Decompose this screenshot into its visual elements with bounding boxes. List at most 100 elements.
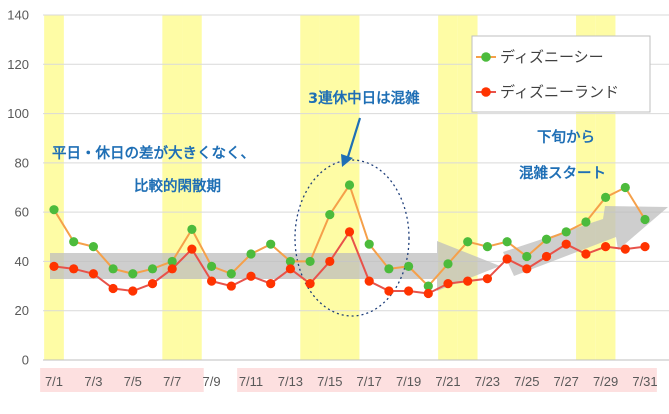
late-note-1: 下旬から (537, 128, 595, 146)
series-1-point-7-7 (167, 264, 177, 274)
series-1-point-7-1 (49, 261, 59, 271)
weekend-band-7-14 (300, 15, 320, 360)
series-1-point-7-21 (443, 279, 453, 289)
period-note-2: 比較的閑散期 (134, 177, 221, 195)
series-1-point-7-23 (482, 274, 492, 284)
legend-label-land: ディズニーランド (500, 83, 619, 101)
x-tick-label: 7/15 (317, 374, 342, 389)
x-tick-label: 7/5 (124, 374, 142, 389)
x-tick-label: 7/1 (45, 374, 63, 389)
x-tick-label: 7/3 (84, 374, 102, 389)
series-0-point-7-9 (207, 261, 217, 271)
holiday-note-arrowhead (341, 154, 353, 167)
series-0-point-7-27 (561, 227, 571, 237)
late-note-2: 混雑スタート (519, 164, 606, 182)
series-0-point-7-17 (364, 239, 374, 249)
series-0-point-7-21 (443, 259, 453, 269)
x-tick-label: 7/23 (475, 374, 500, 389)
y-tick-label: 100 (7, 106, 29, 121)
series-0-point-7-7 (167, 256, 177, 267)
legend-marker-land (481, 87, 491, 97)
series-1-point-7-27 (561, 239, 571, 249)
annotations: 平日・休日の差が大きくなく、 比較的閑散期 3連休中日は混雑 下旬から 混雑スタ… (52, 89, 606, 195)
legend-box (471, 35, 651, 113)
x-tick-label: 7/21 (435, 374, 460, 389)
series-1-point-7-10 (226, 281, 236, 291)
series-0-point-7-18 (384, 264, 394, 274)
x-tick-label: 7/7 (163, 374, 181, 389)
y-tick-label: 20 (15, 303, 29, 318)
series-1-point-7-28 (581, 249, 591, 259)
x-label-highlight (40, 368, 204, 392)
holiday-highlight-ellipse (294, 159, 410, 317)
series-0-point-7-11 (246, 249, 256, 259)
series-1-point-7-11 (246, 271, 256, 281)
series-1-point-7-30 (620, 244, 630, 254)
series-0-point-7-13 (285, 256, 295, 267)
y-axis-ticks: 0 20 40 60 80 100 120 140 (7, 8, 29, 368)
legend-marker-sea (481, 52, 491, 62)
holiday-note-arrow (345, 117, 362, 161)
x-tick-label: 7/17 (357, 374, 382, 389)
series-1-point-7-22 (463, 276, 473, 286)
series-0-point-7-25 (522, 251, 532, 262)
series-0-point-7-12 (266, 239, 276, 249)
weekend-band-7-21 (438, 15, 458, 360)
y-tick-label: 0 (22, 353, 29, 368)
series-1-point-7-24 (502, 254, 512, 264)
series-0-point-7-3 (88, 242, 98, 252)
series-markers (49, 180, 650, 299)
x-label-highlight (237, 368, 657, 392)
series-0-point-7-24 (502, 237, 512, 247)
series-1-point-7-25 (522, 264, 532, 274)
series-0-point-7-5 (128, 269, 138, 279)
x-axis: 7/1 7/3 7/5 7/7 7/9 7/11 7/13 7/15 7/17 7/19 7/21 7… (40, 359, 669, 392)
series-0-point-7-8 (187, 224, 197, 234)
period-note-1: 平日・休日の差が大きくなく、 (52, 144, 255, 162)
series-0-point-7-6 (147, 264, 158, 274)
series-1-point-7-12 (266, 279, 276, 289)
series-0-point-7-20 (423, 281, 433, 291)
series-1-point-7-29 (601, 242, 611, 252)
series-1-point-7-13 (285, 264, 295, 274)
holiday-note: 3連休中日は混雑 (308, 89, 420, 107)
series-1-point-7-9 (207, 276, 217, 286)
series-1-point-7-4 (108, 283, 118, 294)
series-1-point-7-17 (364, 276, 374, 286)
flat-period-arrow (50, 241, 500, 291)
series-1-point-7-2 (69, 264, 79, 274)
x-tick-label: 7/13 (278, 374, 303, 389)
series-0-point-7-2 (69, 237, 79, 247)
y-tick-label: 40 (15, 254, 29, 269)
x-tick-label: 7/27 (554, 374, 579, 389)
series-1-point-7-31 (640, 242, 650, 252)
series-0-point-7-1 (49, 205, 59, 215)
y-tick-label: 140 (7, 8, 29, 23)
x-tick-label: 7/19 (396, 374, 421, 389)
series-1-point-7-18 (384, 286, 394, 296)
series-1-point-7-5 (128, 286, 138, 296)
series-0-point-7-19 (404, 261, 414, 271)
series-1-point-7-20 (423, 288, 433, 299)
series-1-point-7-14 (305, 279, 315, 289)
series-0-point-7-23 (482, 242, 492, 252)
y-tick-label: 60 (15, 205, 29, 220)
series-0-point-7-29 (601, 192, 611, 202)
series-1-point-7-15 (325, 256, 335, 267)
series-0-point-7-22 (463, 237, 473, 247)
series-0-point-7-28 (581, 217, 591, 227)
series-1-point-7-26 (541, 251, 552, 262)
legend-label-sea: ディズニーシー (500, 48, 604, 66)
x-tick-label: 7/29 (593, 374, 618, 389)
y-tick-label: 80 (15, 155, 29, 170)
series-0-point-7-4 (108, 264, 118, 274)
gridlines (43, 14, 669, 361)
y-tick-label: 120 (7, 57, 29, 72)
series-0-point-7-14 (305, 256, 315, 267)
series-1-point-7-8 (187, 244, 197, 254)
series-1-point-7-19 (404, 286, 414, 296)
x-tick-label: 7/25 (514, 374, 539, 389)
series-0-point-7-26 (541, 234, 552, 244)
series-1-point-7-3 (88, 269, 98, 279)
